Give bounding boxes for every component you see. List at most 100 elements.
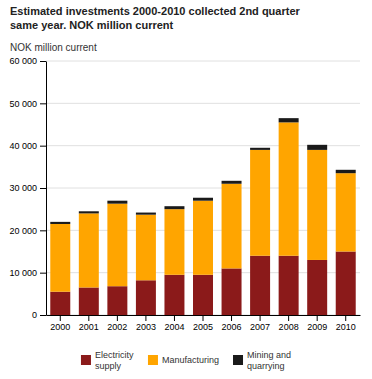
x-tick-mark bbox=[260, 315, 261, 321]
bar-segment bbox=[307, 145, 327, 150]
bar-segment bbox=[250, 256, 270, 315]
x-tick: 2002 bbox=[107, 315, 127, 332]
x-tick: 2007 bbox=[250, 315, 270, 332]
y-axis: 0 10 000 20 000 30 000 40 000 50 000 60 000 bbox=[9, 56, 46, 320]
y-tick-label: 0 bbox=[32, 310, 37, 320]
y-tick-label: 20 000 bbox=[9, 226, 37, 236]
y-tick-mark bbox=[40, 188, 46, 189]
y-tick-mark bbox=[40, 146, 46, 147]
bar-segment bbox=[79, 211, 99, 213]
x-tick-label: 2000 bbox=[50, 322, 70, 332]
x-tick: 2000 bbox=[50, 315, 70, 332]
legend-item: Manufacturing bbox=[148, 355, 219, 365]
y-tick-label: 60 000 bbox=[9, 56, 37, 66]
x-tick-label: 2009 bbox=[307, 322, 327, 332]
x-tick-mark bbox=[145, 315, 146, 321]
x-tick-mark bbox=[317, 315, 318, 321]
x-tick-mark bbox=[203, 315, 204, 321]
bar-segment bbox=[307, 260, 327, 315]
y-tick-mark bbox=[40, 273, 46, 274]
bar-segment bbox=[50, 292, 70, 315]
bar-segment bbox=[250, 148, 270, 150]
legend: Electricitysupply Manufacturing Mining and… bbox=[81, 350, 291, 371]
bar-segment bbox=[222, 184, 242, 269]
title: Estimated investments 2000-2010 collecte… bbox=[10, 5, 301, 31]
x-tick: 2006 bbox=[222, 315, 242, 332]
x-tick: 2009 bbox=[307, 315, 327, 332]
x-tick-label: 2001 bbox=[79, 322, 99, 332]
x-tick-label: 2007 bbox=[250, 322, 270, 332]
bar-segment bbox=[222, 181, 242, 184]
legend-label: Electricitysupply bbox=[95, 350, 134, 371]
grid-line bbox=[46, 61, 360, 62]
legend-label: Mining andquarrying bbox=[247, 350, 291, 371]
bar-segment bbox=[79, 287, 99, 315]
x-tick-mark bbox=[231, 315, 232, 321]
y-tick: 40 000 bbox=[9, 141, 46, 151]
y-tick-label: 40 000 bbox=[9, 141, 37, 151]
y-tick-mark bbox=[40, 315, 46, 316]
legend-item: Mining andquarrying bbox=[233, 350, 291, 371]
x-tick-label: 2005 bbox=[193, 322, 213, 332]
x-tick-mark bbox=[117, 315, 118, 321]
bar-segment bbox=[250, 150, 270, 256]
bar-segment bbox=[336, 252, 356, 316]
x-tick-label: 2002 bbox=[107, 322, 127, 332]
y-tick: 30 000 bbox=[9, 183, 46, 193]
bar-segment bbox=[222, 268, 242, 315]
bar-segment bbox=[136, 213, 156, 215]
legend-swatch bbox=[233, 355, 243, 365]
x-tick-label: 2008 bbox=[279, 322, 299, 332]
grid bbox=[46, 61, 360, 315]
y-axis-label: NOK million current bbox=[10, 42, 97, 53]
series bbox=[50, 118, 355, 224]
legend-label-line: Manufacturing bbox=[162, 355, 219, 365]
legend-item: Electricitysupply bbox=[81, 350, 134, 371]
bar-segment bbox=[336, 173, 356, 251]
title-line: Estimated investments 2000-2010 collecte… bbox=[10, 5, 301, 17]
bar-segment bbox=[279, 118, 299, 122]
x-tick: 2010 bbox=[336, 315, 356, 332]
bar-segment bbox=[193, 275, 213, 315]
x-tick: 2008 bbox=[279, 315, 299, 332]
bar-segment bbox=[107, 201, 127, 204]
plot: 0 10 000 20 000 30 000 40 000 50 000 60 000 200… bbox=[9, 56, 360, 332]
series bbox=[50, 122, 355, 291]
x-tick: 2005 bbox=[193, 315, 213, 332]
y-tick-mark bbox=[40, 61, 46, 62]
x-tick-label: 2006 bbox=[222, 322, 242, 332]
bar-segment bbox=[193, 201, 213, 275]
x-tick-mark bbox=[174, 315, 175, 321]
title-line: same year. NOK million current bbox=[10, 19, 174, 31]
x-axis: 2000200120022003200420052006200720082009… bbox=[47, 315, 361, 332]
bar-segment bbox=[136, 280, 156, 315]
y-tick-label: 10 000 bbox=[9, 268, 37, 278]
y-tick-label: 30 000 bbox=[9, 183, 37, 193]
bar-segment bbox=[164, 206, 184, 209]
bar-segment bbox=[164, 275, 184, 315]
bar-segment bbox=[336, 170, 356, 173]
y-tick: 20 000 bbox=[9, 226, 46, 236]
bar-segment bbox=[164, 209, 184, 275]
x-tick-mark bbox=[88, 315, 89, 321]
legend-label-line: Electricity bbox=[95, 350, 134, 360]
x-tick-mark bbox=[345, 315, 346, 321]
bars bbox=[50, 118, 355, 315]
x-tick: 2004 bbox=[164, 315, 184, 332]
legend-label-line: Mining and bbox=[247, 350, 291, 360]
chart: Estimated investments 2000-2010 collecte… bbox=[0, 0, 372, 379]
bar-segment bbox=[107, 286, 127, 315]
bar-segment bbox=[279, 122, 299, 255]
y-tick: 50 000 bbox=[9, 99, 46, 109]
bar-segment bbox=[136, 215, 156, 281]
bar-segment bbox=[279, 256, 299, 315]
bar-segment bbox=[107, 204, 127, 287]
x-tick-mark bbox=[60, 315, 61, 321]
y-tick: 10 000 bbox=[9, 268, 46, 278]
grid-line bbox=[46, 103, 360, 104]
legend-label: Manufacturing bbox=[162, 355, 219, 365]
y-tick: 60 000 bbox=[9, 56, 46, 66]
x-tick-label: 2004 bbox=[164, 322, 184, 332]
legend-swatch bbox=[81, 355, 91, 365]
bar-segment bbox=[193, 198, 213, 201]
